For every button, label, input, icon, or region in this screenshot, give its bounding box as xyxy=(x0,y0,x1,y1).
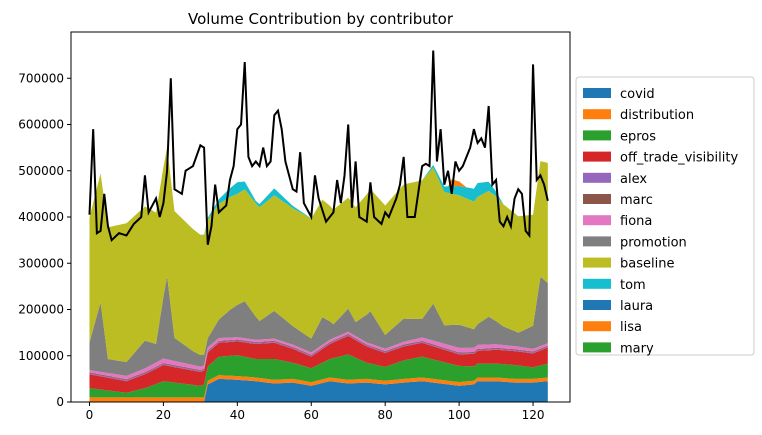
legend-label-fiona: fiona xyxy=(620,214,652,229)
area-fiona xyxy=(89,331,548,380)
legend: covid distribution epros off_trade_visibili… xyxy=(575,76,755,356)
legend-swatch-covid xyxy=(583,88,611,98)
area-covid xyxy=(89,378,548,402)
y-tick-label: 700000 xyxy=(18,71,64,85)
x-tick-label: 20 xyxy=(156,408,171,422)
legend-swatch-fiona xyxy=(583,215,611,226)
total-volume-line xyxy=(88,50,549,245)
area-promotion xyxy=(89,276,548,376)
area-series-group xyxy=(89,147,548,402)
legend-label-marc: marc xyxy=(620,193,653,208)
x-tick-label: 80 xyxy=(378,408,393,422)
legend-swatch-baseline xyxy=(583,257,611,268)
area-off-trade-visibility xyxy=(89,335,548,393)
legend-label-promotion: promotion xyxy=(620,235,687,250)
legend-label-epros: epros xyxy=(620,129,656,144)
legend-label-lisa: lisa xyxy=(620,320,642,335)
legend-label-covid: covid xyxy=(620,87,655,102)
legend-label-alex: alex xyxy=(620,172,647,187)
legend-swatch-marc xyxy=(583,194,611,204)
legend-swatch-off-trade-visibility xyxy=(583,151,611,162)
y-tick-label: 0 xyxy=(56,395,64,409)
legend-label-tom: tom xyxy=(620,278,646,293)
area-baseline xyxy=(89,147,548,362)
legend-swatch-epros xyxy=(583,130,611,141)
legend-swatch-mary xyxy=(583,342,611,353)
y-tick-label: 400000 xyxy=(18,210,64,224)
area-tom xyxy=(89,147,548,236)
area-epros xyxy=(89,354,548,398)
legend-label-mary: mary xyxy=(620,341,654,356)
legend-swatch-laura xyxy=(583,300,611,310)
legend-label-laura: laura xyxy=(620,299,653,314)
legend-swatch-tom xyxy=(583,278,611,289)
axes-group: 0 20 40 60 80 100 120 0 100000 200000 300000 400000… xyxy=(18,31,571,422)
legend-label-off-trade-visibility: off_trade_visibility xyxy=(620,151,738,166)
y-tick-label: 200000 xyxy=(18,303,64,317)
legend-label-baseline: baseline xyxy=(620,257,674,272)
x-tick-label: 100 xyxy=(448,408,471,422)
x-tick-label: 120 xyxy=(522,408,545,422)
x-tick-label: 40 xyxy=(230,408,245,422)
total-line-group xyxy=(88,50,549,245)
y-tick-label: 100000 xyxy=(18,349,64,363)
area-distribution xyxy=(89,375,548,402)
y-tick-label: 300000 xyxy=(18,256,64,270)
y-tick-label: 500000 xyxy=(18,164,64,178)
legend-swatch-promotion xyxy=(583,236,611,247)
legend-swatch-distribution xyxy=(583,109,611,120)
x-tick-label: 60 xyxy=(304,408,319,422)
legend-swatch-alex xyxy=(583,172,611,183)
legend-swatch-lisa xyxy=(583,321,611,332)
legend-label-distribution: distribution xyxy=(620,108,694,123)
y-tick-label: 600000 xyxy=(18,118,64,132)
x-tick-label: 0 xyxy=(86,408,94,422)
chart-title: Volume Contribution by contributor xyxy=(188,10,454,28)
legend-box xyxy=(575,76,755,356)
